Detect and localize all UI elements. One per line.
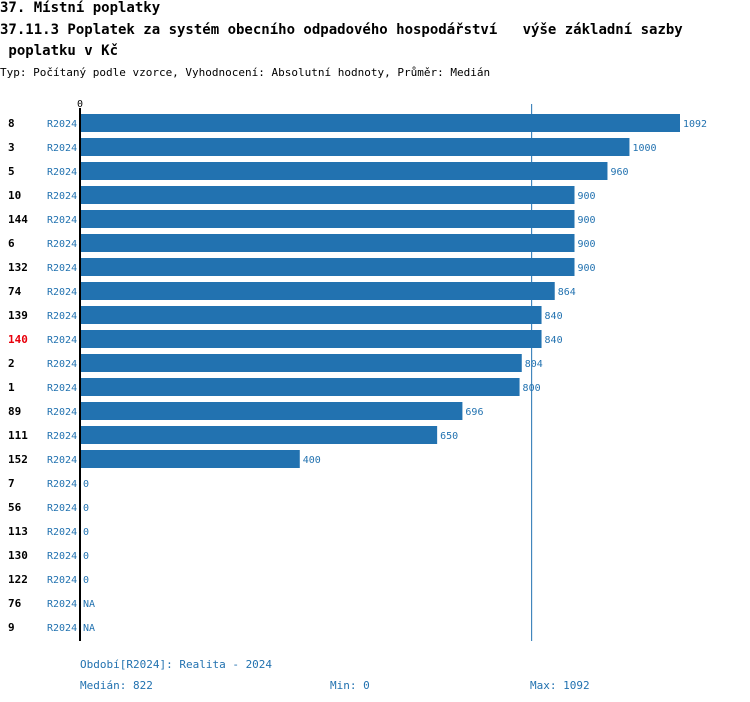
chart-title-continued: poplatku v Kč [0,43,119,59]
bar [80,162,608,180]
category-label: 144 [8,213,28,226]
category-label: 139 [8,309,28,322]
series-label: R2024 [47,551,77,562]
series-label: R2024 [47,575,77,586]
series-label: R2024 [47,335,77,346]
bar [80,378,520,396]
series-label: R2024 [47,143,77,154]
series-label: R2024 [47,167,77,178]
data-label: 900 [578,191,596,202]
series-label: R2024 [47,503,77,514]
data-label: 960 [610,167,628,178]
data-label: 1092 [683,119,707,130]
chart-subtitle: Typ: Počítaný podle vzorce, Vyhodnocení:… [0,66,491,79]
data-label: 650 [440,431,458,442]
category-label: 76 [8,597,22,610]
data-label: 696 [465,407,483,418]
category-label: 140 [8,333,28,346]
bar [80,354,522,372]
category-label: 74 [8,285,22,298]
bar [80,114,680,132]
bar [80,306,542,324]
data-label: 864 [558,287,576,298]
chart-title: 37.11.3 Poplatek za systém obecního odpa… [0,22,683,38]
data-label: 900 [578,239,596,250]
axis-zero-label: 0 [77,99,83,110]
series-label: R2024 [47,287,77,298]
series-label: R2024 [47,119,77,130]
category-label: 2 [8,357,15,370]
data-label: 1000 [632,143,656,154]
category-label: 113 [8,525,28,538]
series-label: R2024 [47,407,77,418]
category-label: 10 [8,189,21,202]
bar [80,258,575,276]
bar [80,138,630,156]
category-label: 130 [8,549,28,562]
series-label: R2024 [47,311,77,322]
data-label: 800 [523,383,541,394]
median-summary: Medián: 822 [80,679,153,692]
series-label: R2024 [47,263,77,274]
category-label: 1 [8,381,15,394]
category-label: 122 [8,573,28,586]
series-label: R2024 [47,431,77,442]
category-label: 9 [8,621,15,634]
series-label: R2024 [47,623,77,634]
series-label: R2024 [47,359,77,370]
category-label: 8 [8,117,15,130]
series-label: R2024 [47,599,77,610]
data-label: 400 [303,455,321,466]
data-label: 0 [83,551,89,562]
min-summary: Min: 0 [330,679,370,692]
data-label: 0 [83,527,89,538]
series-label: R2024 [47,239,77,250]
series-label: R2024 [47,479,77,490]
max-summary: Max: 1092 [530,679,590,692]
period-legend: Období[R2024]: Realita - 2024 [80,658,273,671]
data-label: 840 [545,335,563,346]
section-title: 37. Místní poplatky [0,0,161,16]
data-label: 900 [578,215,596,226]
bar [80,450,300,468]
data-label: 900 [578,263,596,274]
category-label: 111 [8,429,28,442]
series-label: R2024 [47,455,77,466]
data-label: 0 [83,575,89,586]
series-label: R2024 [47,527,77,538]
category-label: 5 [8,165,15,178]
bar [80,210,575,228]
category-label: 6 [8,237,15,250]
bar [80,402,463,420]
bar [80,234,575,252]
series-label: R2024 [47,383,77,394]
category-label: 152 [8,453,28,466]
series-label: R2024 [47,215,77,226]
data-label: 804 [525,359,543,370]
category-label: 3 [8,141,15,154]
category-label: 7 [8,477,15,490]
series-label: R2024 [47,191,77,202]
category-label: 56 [8,501,22,514]
category-label: 132 [8,261,28,274]
data-label: 0 [83,479,89,490]
category-label: 89 [8,405,21,418]
data-label: NA [83,623,95,634]
data-label: NA [83,599,95,610]
bar [80,330,542,348]
data-label: 0 [83,503,89,514]
bar [80,186,575,204]
bar [80,282,555,300]
data-label: 840 [545,311,563,322]
bar [80,426,438,444]
